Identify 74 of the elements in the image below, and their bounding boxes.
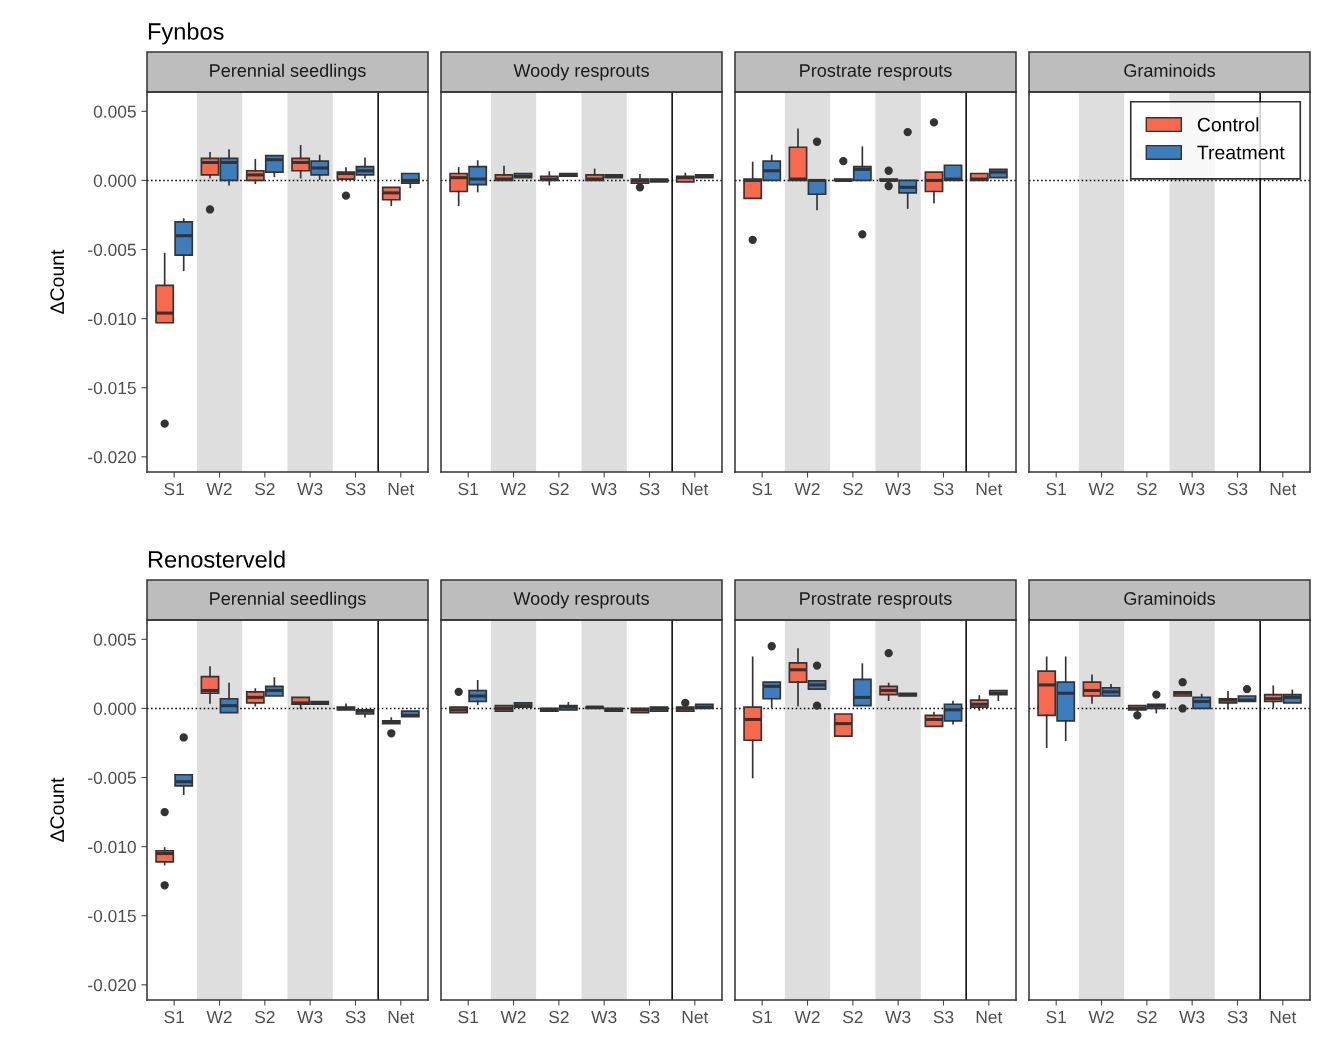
y-tick-label: 0.000 (93, 174, 136, 187)
chart-title: Woody resprouts (513, 591, 649, 609)
x-tick-label: W3 (297, 482, 323, 496)
x-tick-label: W3 (1179, 1010, 1205, 1024)
y-tick-label: -0.005 (88, 243, 136, 256)
y-axis-title: ΔCount (50, 249, 65, 314)
y-tick-label: 0.005 (93, 105, 136, 118)
x-tick-label: S3 (933, 1010, 954, 1024)
chart-title: Perennial seedlings (210, 591, 366, 609)
x-tick-label: S1 (164, 482, 184, 496)
x-tick-label: S1 (752, 1010, 772, 1024)
x-tick-label: W2 (500, 1010, 526, 1023)
x-tick-label: Net (388, 483, 415, 496)
y-tick-label: 0.000 (93, 702, 136, 715)
x-tick-label: W3 (885, 482, 911, 496)
y-tick-label: -0.015 (88, 381, 136, 395)
chart-title: Graminoids (1124, 63, 1216, 77)
x-tick-label: Net (682, 483, 709, 496)
x-tick-label: S3 (1227, 1010, 1248, 1024)
legend-label: Control (1197, 117, 1259, 132)
y-tick-label: -0.020 (88, 978, 136, 992)
x-tick-label: W3 (591, 482, 617, 496)
x-tick-label: Net (682, 1011, 709, 1024)
x-tick-label: S1 (164, 1010, 184, 1024)
chart-title: Woody resprouts (513, 63, 649, 81)
y-tick-label: -0.020 (88, 450, 136, 464)
y-tick-label: -0.005 (88, 771, 136, 784)
x-tick-label: W3 (885, 1010, 911, 1024)
x-tick-label: S2 (1137, 1010, 1157, 1024)
x-tick-label: Net (1270, 1011, 1297, 1024)
x-tick-label: W3 (1179, 482, 1205, 496)
x-tick-label: S3 (639, 1010, 660, 1024)
x-tick-label: S2 (549, 482, 569, 496)
x-tick-label: W3 (591, 1010, 617, 1024)
x-tick-label: W2 (1088, 1010, 1114, 1023)
x-tick-label: S3 (345, 1010, 366, 1024)
x-tick-label: W2 (794, 1010, 820, 1023)
x-tick-label: S1 (458, 1010, 478, 1024)
x-tick-label: S1 (458, 482, 478, 496)
x-tick-label: W2 (1088, 482, 1114, 495)
x-tick-label: Net (976, 483, 1003, 496)
x-tick-label: S2 (255, 1010, 275, 1024)
chart-title: Graminoids (1124, 591, 1216, 605)
x-tick-label: S2 (1137, 482, 1157, 496)
x-tick-label: Net (388, 1011, 415, 1024)
y-tick-label: -0.010 (88, 840, 136, 854)
x-tick-label: W2 (206, 1010, 232, 1023)
x-tick-label: S3 (933, 482, 954, 496)
x-tick-label: S3 (1227, 482, 1248, 496)
y-tick-label: -0.015 (88, 909, 136, 923)
x-tick-label: S1 (1046, 1010, 1066, 1024)
x-tick-label: S3 (639, 482, 660, 496)
x-tick-label: W3 (297, 1010, 323, 1024)
x-tick-label: S1 (752, 482, 772, 496)
chart-title: Prostrate resprouts (800, 64, 952, 81)
x-tick-label: W2 (206, 482, 232, 495)
x-tick-label: W2 (500, 482, 526, 495)
x-tick-label: S1 (1046, 482, 1066, 496)
text: Renosterveld (148, 550, 285, 568)
x-tick-label: S2 (549, 1010, 569, 1024)
legend-label: Treatment (1197, 145, 1285, 160)
x-tick-label: Net (976, 1011, 1003, 1024)
x-tick-label: S2 (255, 482, 275, 496)
x-tick-label: Net (1270, 483, 1297, 496)
x-tick-label: S2 (843, 482, 863, 496)
y-axis-title: ΔCount (50, 777, 65, 842)
y-tick-label: -0.010 (88, 312, 136, 326)
chart-title: Prostrate resprouts (800, 592, 952, 609)
x-tick-label: S2 (843, 1010, 863, 1024)
chart-title: Perennial seedlings (210, 63, 366, 81)
x-tick-label: W2 (794, 482, 820, 495)
y-tick-label: 0.005 (93, 633, 136, 646)
x-tick-label: S3 (345, 482, 366, 496)
text: Fynbos (148, 22, 224, 45)
